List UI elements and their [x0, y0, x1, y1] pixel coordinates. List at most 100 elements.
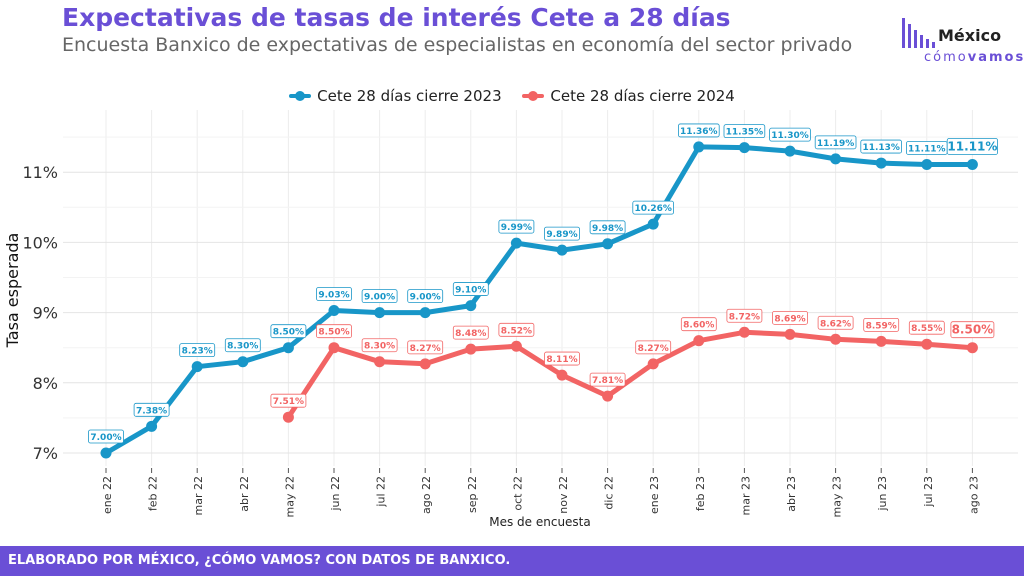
- data-label-box: [680, 317, 717, 332]
- x-tick-label: ene 22: [101, 476, 114, 514]
- x-tick-label: mar 23: [739, 476, 752, 515]
- data-point: [191, 361, 203, 373]
- data-label-box: [772, 310, 808, 325]
- data-point: [966, 158, 978, 170]
- data-label: 7.81%: [592, 376, 623, 386]
- data-point: [374, 356, 386, 368]
- chart-title: Expectativas de tasas de interés Cete a …: [62, 3, 731, 32]
- data-point: [647, 218, 659, 230]
- data-point: [419, 307, 431, 319]
- data-point: [784, 328, 796, 340]
- data-label: 9.89%: [546, 230, 577, 240]
- x-tick-label: may 23: [831, 476, 844, 517]
- x-tick-label: dic 22: [603, 476, 616, 510]
- data-label: 8.69%: [774, 314, 805, 324]
- data-point: [875, 157, 887, 169]
- data-label-box: [407, 289, 444, 304]
- data-point: [647, 358, 659, 370]
- x-tick-label: ago 23: [967, 476, 980, 514]
- data-label-box: [452, 282, 489, 296]
- data-label-box: [726, 308, 763, 323]
- data-label: 8.27%: [638, 344, 669, 354]
- data-point: [738, 326, 750, 338]
- legend-item-2024: Cete 28 días cierre 2024: [522, 87, 735, 105]
- logo-bottom-text: cómovamos: [924, 50, 1024, 65]
- series-line-0: [103, 144, 975, 456]
- logo-top-text: México: [938, 26, 1002, 45]
- data-label-box: [860, 139, 902, 154]
- y-axis-title: Tasa esperada: [3, 233, 22, 349]
- data-label: 8.50%: [952, 323, 994, 337]
- data-point: [966, 342, 978, 354]
- data-label: 7.38%: [136, 406, 167, 416]
- data-label-box: [589, 220, 626, 235]
- data-label: 8.50%: [318, 328, 349, 338]
- logo-bottom-bold: vamos: [967, 50, 1024, 65]
- footer-text: ELABORADO POR MÉXICO, ¿CÓMO VAMOS? CON D…: [8, 553, 511, 568]
- y-tick-label: 10%: [22, 233, 58, 252]
- data-point: [602, 238, 614, 250]
- data-point: [328, 304, 340, 316]
- data-point: [921, 338, 933, 350]
- data-point: [602, 390, 614, 402]
- data-point: [921, 158, 933, 170]
- legend-swatch-2024: [522, 91, 545, 101]
- data-point: [830, 333, 842, 345]
- y-tick-label: 11%: [22, 163, 58, 182]
- x-axis-title: Mes de encuesta: [489, 515, 591, 529]
- x-tick-label: jul 22: [375, 476, 388, 508]
- data-label-box: [769, 127, 811, 142]
- data-point: [830, 153, 842, 165]
- data-label-box: [946, 138, 999, 155]
- data-label: 8.48%: [455, 329, 486, 339]
- data-label-box: [678, 123, 720, 138]
- data-label: 11.35%: [726, 128, 764, 138]
- data-point: [374, 307, 386, 319]
- logo-bottom-light: cómo: [924, 50, 968, 65]
- x-tick-label: mar 22: [192, 476, 205, 515]
- x-tick-label: feb 23: [694, 476, 707, 511]
- x-tick-label: feb 22: [147, 476, 160, 511]
- data-point: [465, 300, 477, 312]
- legend-label-2024: Cete 28 días cierre 2024: [550, 87, 735, 105]
- data-point: [510, 237, 522, 249]
- data-point: [282, 342, 294, 354]
- x-tick-label: jul 23: [922, 476, 935, 508]
- data-label: 11.11%: [908, 144, 946, 154]
- legend-item-2023: Cete 28 días cierre 2023: [289, 87, 502, 105]
- x-tick-label: nov 22: [557, 476, 570, 514]
- data-label-box: [544, 226, 580, 241]
- x-tick-label: jun 22: [329, 476, 342, 512]
- y-tick-label: 7%: [33, 444, 58, 463]
- data-point: [556, 369, 568, 381]
- legend-swatch-2023: [289, 91, 312, 101]
- x-tick-label: ago 22: [420, 476, 433, 514]
- data-label: 11.11%: [947, 139, 997, 153]
- data-label-box: [88, 429, 124, 444]
- data-label-box: [270, 393, 307, 408]
- data-label-box: [498, 322, 535, 337]
- line-chart: 7% 8% 9% 10% 11% ene 22 feb 22 mar 22 abr 22 may …: [3, 110, 1018, 529]
- data-label: 11.19%: [817, 139, 855, 149]
- x-tick-label: jun 23: [876, 476, 889, 512]
- data-label: 8.52%: [501, 326, 532, 336]
- mexico-como-vamos-logo: México cómovamos: [898, 10, 1023, 66]
- data-label: 9.99%: [501, 223, 532, 233]
- x-tick-label: abr 23: [785, 476, 798, 512]
- data-point: [282, 411, 294, 423]
- data-label: 8.72%: [729, 312, 760, 322]
- data-label: 9.03%: [318, 290, 349, 300]
- data-label-box: [908, 320, 945, 335]
- data-point: [693, 335, 705, 347]
- data-label: 7.51%: [273, 397, 304, 407]
- data-label: 11.36%: [680, 127, 718, 137]
- data-point: [510, 340, 522, 352]
- data-point: [738, 142, 750, 154]
- data-point: [465, 343, 477, 355]
- data-point: [784, 145, 796, 157]
- y-tick-label: 9%: [33, 304, 58, 323]
- data-label: 8.11%: [546, 355, 577, 365]
- series-line-1: [285, 329, 975, 420]
- data-label-box: [316, 287, 352, 301]
- legend: Cete 28 días cierre 2023 Cete 28 días ci…: [0, 84, 1024, 105]
